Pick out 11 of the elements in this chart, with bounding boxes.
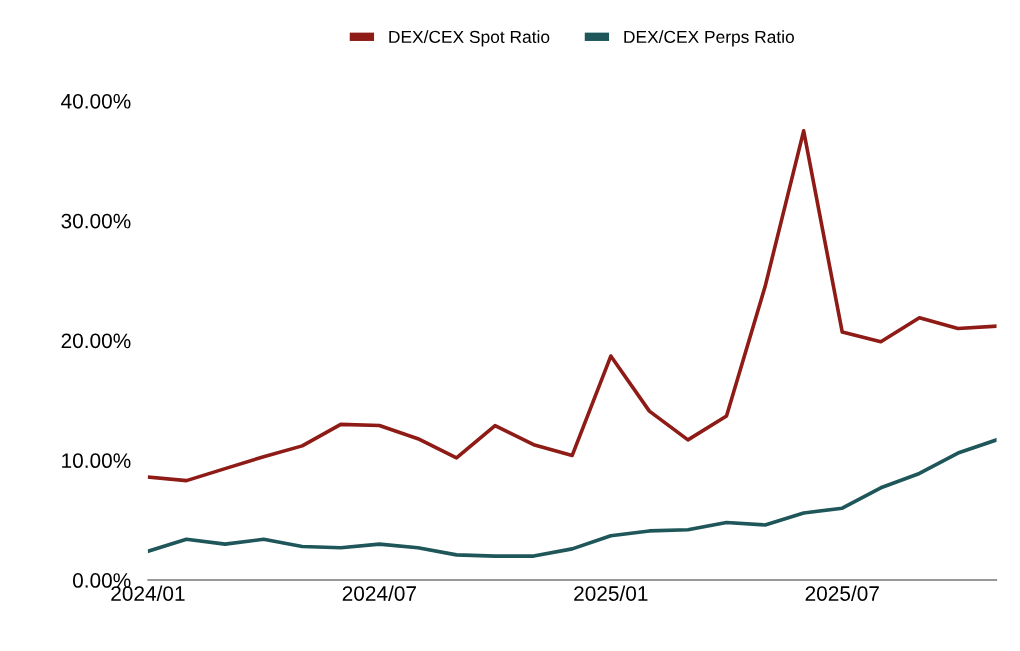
line-series	[147, 129, 997, 483]
y-tick-label: 40.00%	[61, 93, 131, 109]
line-series	[147, 438, 997, 558]
legend-label: DEX/CEX Spot Ratio	[389, 30, 550, 47]
y-tick-label: 20.00%	[61, 333, 131, 349]
x-tick-label: 2025/07	[805, 585, 879, 601]
legend-label: DEX/CEX Perps Ratio	[624, 30, 794, 47]
x-tick-label: 2024/07	[342, 585, 416, 601]
y-tick-label: 30.00%	[61, 213, 131, 229]
x-tick-label: 2025/01	[574, 585, 648, 601]
y-tick-label: 10.00%	[62, 453, 131, 469]
